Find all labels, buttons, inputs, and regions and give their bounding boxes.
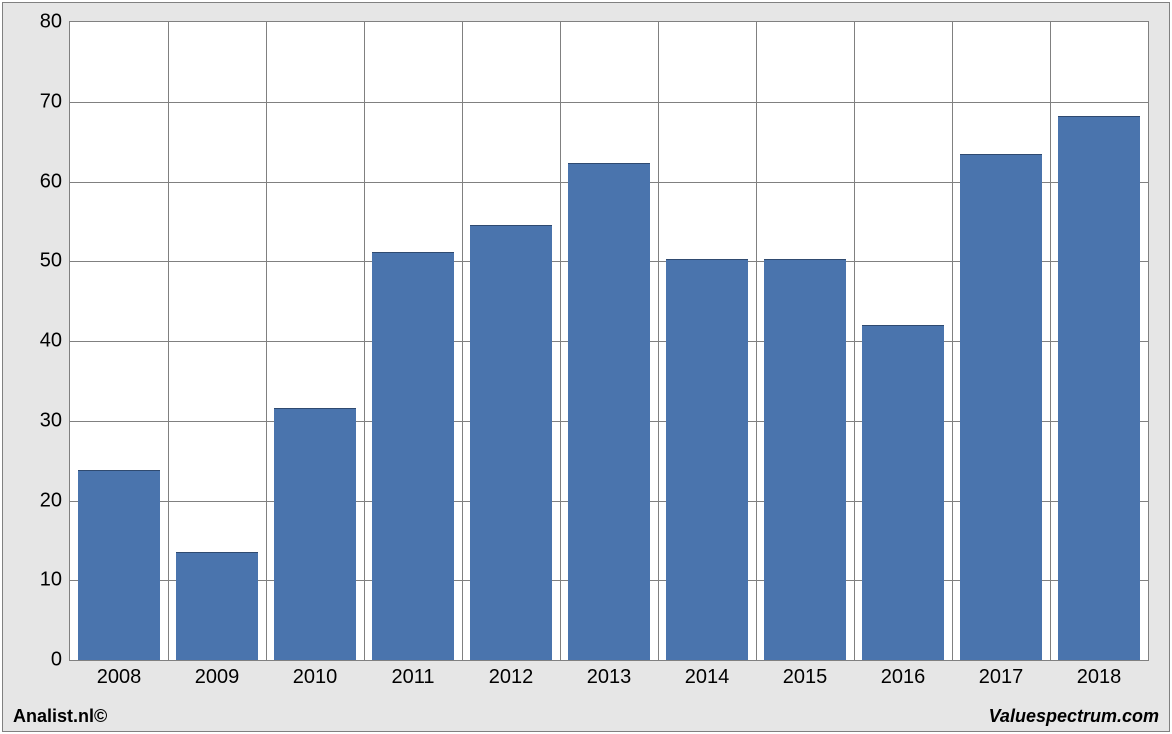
x-tick-label: 2016 — [881, 660, 926, 689]
gridline-v — [168, 22, 169, 660]
x-tick-label: 2017 — [979, 660, 1024, 689]
bar — [960, 154, 1042, 660]
bar — [176, 552, 258, 660]
y-tick-label: 70 — [40, 90, 70, 113]
y-tick-label: 20 — [40, 489, 70, 512]
x-tick-label: 2009 — [195, 660, 240, 689]
bar — [1058, 116, 1140, 660]
y-tick-label: 30 — [40, 409, 70, 432]
gridline-v — [364, 22, 365, 660]
bar — [274, 408, 356, 660]
bar — [862, 325, 944, 660]
chart-container: 0 10 20 30 40 50 60 70 80 2008 2009 2010 2011 2012 201… — [0, 0, 1172, 734]
y-tick-label: 50 — [40, 250, 70, 273]
gridline-h — [70, 102, 1148, 103]
y-tick-label: 80 — [40, 11, 70, 34]
bar — [666, 259, 748, 660]
bar — [568, 163, 650, 660]
plot-area: 0102030405060708020082009201020112012201… — [69, 21, 1149, 661]
gridline-v — [560, 22, 561, 660]
x-tick-label: 2018 — [1077, 660, 1122, 689]
gridline-v — [854, 22, 855, 660]
x-tick-label: 2008 — [97, 660, 142, 689]
y-tick-label: 40 — [40, 330, 70, 353]
y-tick-label: 10 — [40, 569, 70, 592]
bar — [372, 252, 454, 660]
x-tick-label: 2013 — [587, 660, 632, 689]
x-tick-label: 2014 — [685, 660, 730, 689]
footer-left: Analist.nl© — [13, 706, 107, 727]
x-tick-label: 2015 — [783, 660, 828, 689]
bar — [78, 470, 160, 660]
x-tick-label: 2010 — [293, 660, 338, 689]
gridline-v — [952, 22, 953, 660]
bar — [470, 225, 552, 660]
footer-right: Valuespectrum.com — [989, 706, 1159, 727]
gridline-v — [266, 22, 267, 660]
gridline-v — [756, 22, 757, 660]
x-tick-label: 2011 — [391, 660, 434, 689]
y-tick-label: 60 — [40, 170, 70, 193]
bar — [764, 259, 846, 660]
gridline-v — [1050, 22, 1051, 660]
chart-frame: 0 10 20 30 40 50 60 70 80 2008 2009 2010 2011 2012 201… — [2, 2, 1170, 732]
x-tick-label: 2012 — [489, 660, 534, 689]
y-tick-label: 0 — [51, 649, 70, 672]
footer: Analist.nl© Valuespectrum.com — [11, 705, 1161, 727]
gridline-v — [658, 22, 659, 660]
gridline-v — [462, 22, 463, 660]
plot-wrap: 0 10 20 30 40 50 60 70 80 2008 2009 2010 2011 2012 201… — [11, 11, 1161, 701]
